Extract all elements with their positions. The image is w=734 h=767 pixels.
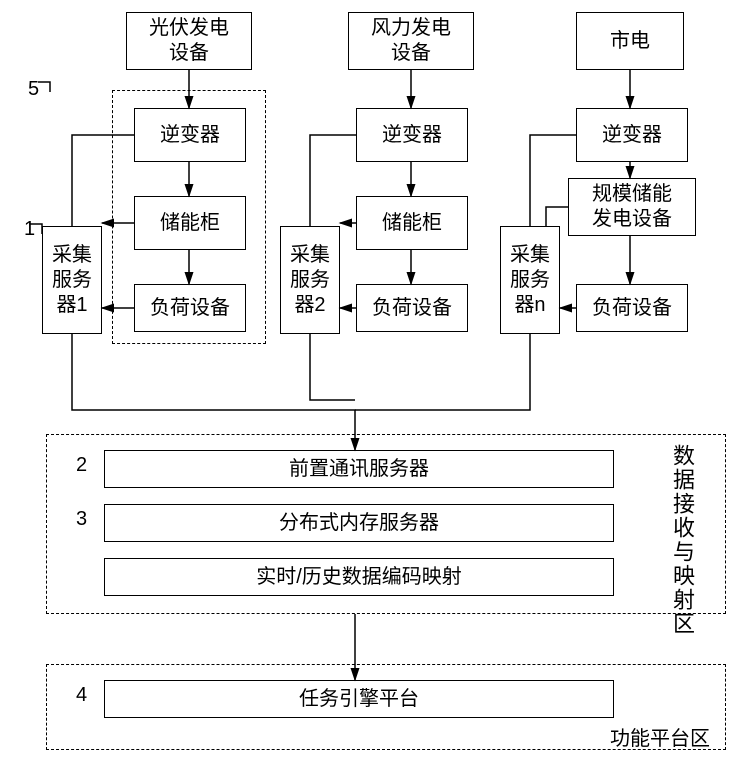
box-front: 前置通讯服务器 — [104, 450, 614, 488]
box-task: 任务引擎平台 — [104, 680, 614, 718]
box-inv1: 逆变器 — [134, 108, 246, 162]
label: 逆变器 — [160, 123, 220, 148]
label: 储能柜 — [160, 211, 220, 236]
box-mains: 市电 — [576, 12, 684, 70]
label: 采集服务器n — [510, 243, 550, 318]
box-srv1: 采集服务器1 — [42, 226, 102, 334]
box-load2: 负荷设备 — [356, 284, 468, 332]
box-pv-gen: 光伏发电设备 — [126, 12, 252, 70]
label: 采集服务器1 — [52, 243, 92, 318]
box-load3: 负荷设备 — [576, 284, 688, 332]
annot-func-zone: 功能平台区 — [610, 722, 710, 751]
label: 前置通讯服务器 — [289, 457, 429, 482]
label: 规模储能发电设备 — [592, 182, 672, 232]
annot-5: 5 — [28, 78, 39, 101]
box-sto3: 规模储能发电设备 — [568, 178, 696, 236]
label: 风力发电设备 — [371, 16, 451, 66]
label: 逆变器 — [602, 123, 662, 148]
label: 市电 — [610, 29, 650, 54]
label: 负荷设备 — [150, 296, 230, 321]
label: 光伏发电设备 — [149, 16, 229, 66]
label: 实时/历史数据编码映射 — [256, 565, 462, 590]
annot-1: 1 — [24, 218, 35, 241]
label: 逆变器 — [382, 123, 442, 148]
box-srvn: 采集服务器n — [500, 226, 560, 334]
box-sto1: 储能柜 — [134, 196, 246, 250]
box-rtmap: 实时/历史数据编码映射 — [104, 558, 614, 596]
box-load1: 负荷设备 — [134, 284, 246, 332]
label: 分布式内存服务器 — [279, 511, 439, 536]
annot-3: 3 — [76, 508, 87, 531]
annot-2: 2 — [76, 454, 87, 477]
label: 储能柜 — [382, 211, 442, 236]
label: 负荷设备 — [592, 296, 672, 321]
box-wind-gen: 风力发电设备 — [348, 12, 474, 70]
vlabel-data-zone: 数据接收与映射区 — [666, 444, 698, 636]
box-sto2: 储能柜 — [356, 196, 468, 250]
label: 负荷设备 — [372, 296, 452, 321]
box-dist: 分布式内存服务器 — [104, 504, 614, 542]
annot-4: 4 — [76, 684, 87, 707]
box-srv2: 采集服务器2 — [280, 226, 340, 334]
label: 任务引擎平台 — [299, 687, 419, 712]
box-inv3: 逆变器 — [576, 108, 688, 162]
label: 采集服务器2 — [290, 243, 330, 318]
box-inv2: 逆变器 — [356, 108, 468, 162]
